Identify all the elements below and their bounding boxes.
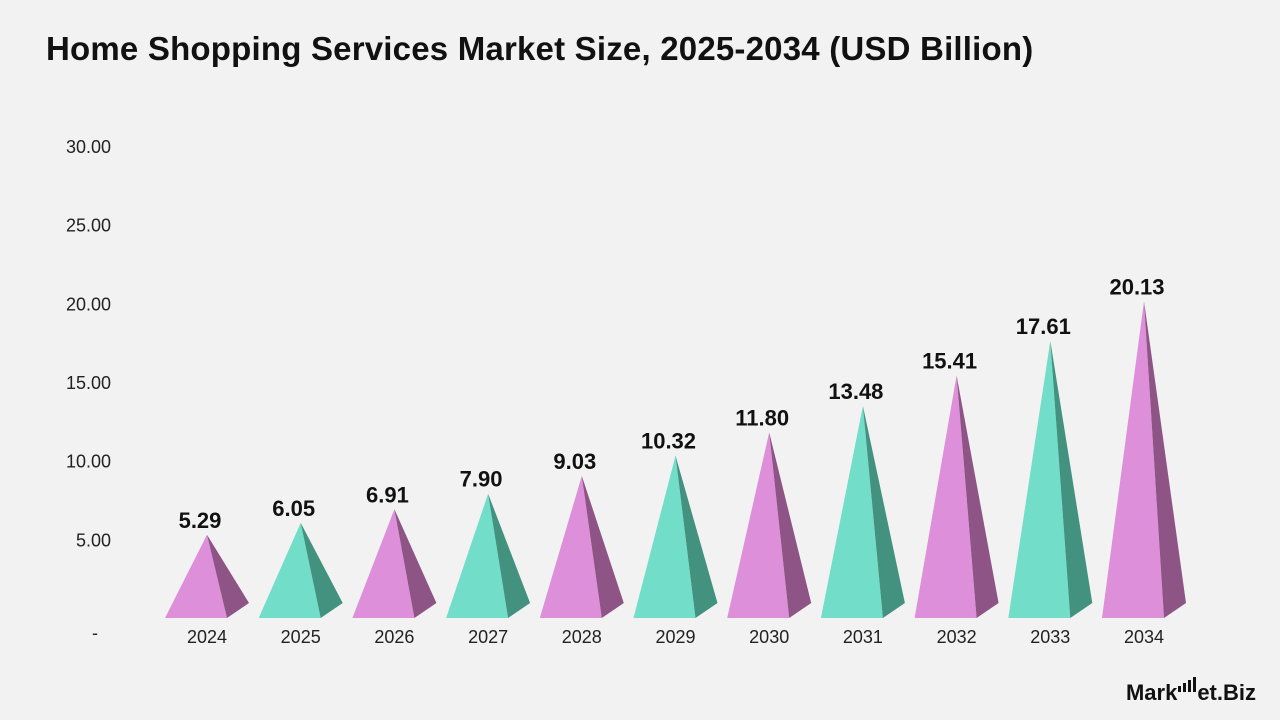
x-axis: 2024 2025 2026 2027 2028 2029 2030 2031 2032 2033…: [187, 627, 1164, 647]
pyramid-front-face: [352, 509, 415, 618]
pyramid-front-face: [727, 432, 790, 618]
x-tick-label: 2028: [562, 627, 602, 647]
pyramid-side-face: [769, 432, 812, 618]
data-label: 11.80: [735, 405, 789, 430]
pyramid-bar: [727, 432, 812, 618]
pyramid-side-face: [207, 534, 249, 618]
y-axis: - 5.00 10.00 15.00 20.00 25.00 30.00: [66, 137, 111, 643]
data-label: 15.41: [922, 349, 977, 374]
data-label: 17.61: [1016, 314, 1071, 339]
pyramid-bar: [820, 405, 905, 618]
x-tick-label: 2032: [937, 627, 977, 647]
y-tick-label: 25.00: [66, 216, 111, 236]
data-label: 20.13: [1109, 274, 1164, 299]
pyramid-side-face: [956, 375, 999, 618]
pyramid-bar: [352, 509, 437, 618]
x-tick-label: 2030: [749, 627, 789, 647]
logo-text-right: et.Biz: [1197, 680, 1256, 705]
data-label: 5.29: [179, 508, 222, 533]
pyramid-side-face: [675, 455, 718, 618]
pyramid-front-face: [446, 493, 509, 618]
data-label: 13.48: [828, 379, 883, 404]
y-tick-label: -: [92, 623, 98, 643]
pyramid-front-face: [820, 405, 883, 618]
y-tick-label: 10.00: [66, 452, 111, 472]
data-label: 6.05: [272, 496, 315, 521]
y-tick-label: 20.00: [66, 294, 111, 314]
pyramid-bar: [1102, 301, 1186, 618]
chart-title: Home Shopping Services Market Size, 2025…: [46, 30, 1034, 67]
pyramid-bar: [1008, 340, 1093, 618]
pyramid-side-face: [1050, 340, 1093, 618]
pyramid-bar: [258, 522, 343, 618]
x-tick-label: 2031: [843, 627, 883, 647]
pyramid-front-face: [165, 534, 227, 618]
pyramid-bar: [914, 375, 999, 618]
pyramid-front-face: [539, 475, 602, 618]
pyramid-front-face: [1008, 340, 1071, 618]
bar-chart-icon: [1178, 677, 1197, 692]
pyramid-front-face: [1102, 301, 1164, 618]
y-tick-label: 30.00: [66, 137, 111, 157]
pyramid-front-face: [914, 375, 977, 618]
chart-marks: [165, 301, 1186, 618]
y-tick-label: 5.00: [76, 530, 111, 550]
pyramid-bar: [633, 455, 718, 618]
x-tick-label: 2026: [374, 627, 414, 647]
x-tick-label: 2027: [468, 627, 508, 647]
pyramid-side-face: [581, 475, 624, 618]
pyramid-front-face: [633, 455, 696, 618]
data-label: 7.90: [460, 467, 503, 492]
pyramid-front-face: [258, 522, 321, 618]
pyramid-bar: [165, 534, 249, 618]
x-tick-label: 2029: [655, 627, 695, 647]
x-tick-label: 2034: [1124, 627, 1164, 647]
pyramid-side-face: [862, 405, 905, 618]
pyramid-bar: [446, 493, 531, 618]
pyramid-side-face: [394, 509, 437, 618]
data-label: 9.03: [553, 449, 596, 474]
pyramid-bar: [539, 475, 624, 618]
data-label: 10.32: [641, 429, 696, 454]
pyramid-side-face: [300, 522, 343, 618]
data-label: 6.91: [366, 482, 409, 507]
logo-text-left: Mark: [1125, 680, 1178, 705]
x-tick-label: 2033: [1030, 627, 1070, 647]
x-tick-label: 2024: [187, 627, 227, 647]
pyramid-side-face: [488, 493, 531, 618]
data-labels: 5.29 6.05 6.91 7.90 9.03 10.32 11.80 13.48 15.41…: [179, 274, 1165, 532]
x-tick-label: 2025: [281, 627, 321, 647]
pyramid-side-face: [1144, 301, 1186, 618]
y-tick-label: 15.00: [66, 373, 111, 393]
marketbiz-logo: Mark et.Biz: [1126, 677, 1256, 706]
